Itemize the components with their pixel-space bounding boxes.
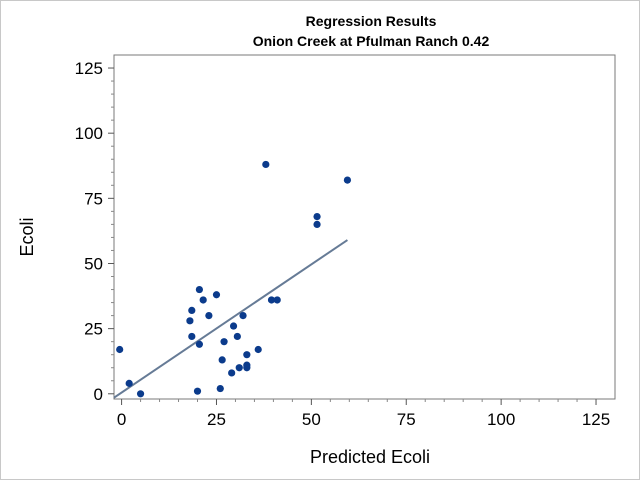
x-tick-label: 100 — [487, 410, 515, 429]
data-point — [205, 312, 213, 320]
data-point — [229, 322, 238, 330]
data-point — [313, 212, 321, 221]
data-point — [212, 291, 221, 299]
x-axis-title: Predicted Ecoli — [310, 447, 430, 467]
data-point — [188, 306, 196, 314]
regression-line — [113, 239, 348, 399]
y-axis-title: Ecoli — [17, 217, 37, 256]
y-tick-label: 100 — [75, 124, 103, 143]
data-point — [220, 338, 228, 346]
data-point — [233, 332, 241, 341]
plot-area — [113, 54, 616, 400]
x-tick-label: 125 — [582, 410, 610, 429]
data-point — [243, 351, 251, 359]
data-point — [186, 317, 194, 325]
data-point — [136, 390, 145, 398]
data-point — [239, 312, 247, 320]
data-point — [235, 364, 243, 372]
chart-title: Regression Results — [306, 13, 437, 29]
data-point — [313, 220, 321, 228]
data-point — [254, 345, 262, 354]
y-tick-label: 125 — [75, 59, 103, 78]
data-point — [195, 285, 203, 294]
data-point — [218, 356, 226, 364]
data-point — [116, 345, 124, 354]
chart-subtitle: Onion Creek at Pfulman Ranch 0.42 — [253, 33, 490, 49]
x-tick-label: 0 — [117, 410, 126, 429]
data-point — [199, 296, 207, 304]
x-tick-label: 25 — [207, 410, 226, 429]
data-point — [273, 296, 281, 304]
y-tick-label: 50 — [84, 254, 103, 273]
data-point — [216, 384, 224, 393]
y-tick-label: 75 — [84, 189, 103, 208]
data-point — [267, 296, 276, 304]
x-tick-label: 75 — [397, 410, 416, 429]
x-tick-label: 50 — [302, 410, 321, 429]
data-point — [243, 364, 251, 372]
data-point — [125, 379, 133, 387]
data-point — [195, 340, 203, 348]
data-point — [262, 160, 270, 169]
data-point — [228, 369, 236, 377]
y-tick-label: 0 — [94, 385, 103, 404]
data-point — [343, 176, 352, 184]
y-tick-label: 25 — [84, 320, 103, 339]
data-point — [188, 332, 196, 341]
data-point — [193, 387, 202, 395]
